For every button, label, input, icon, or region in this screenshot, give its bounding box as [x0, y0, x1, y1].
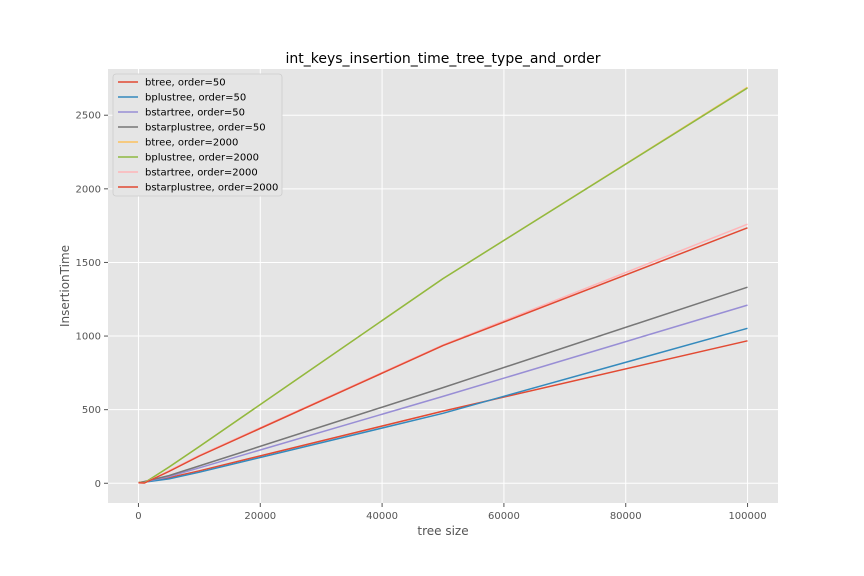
y-tick-label: 0 — [95, 479, 101, 490]
x-tick-label: 20000 — [244, 511, 276, 522]
legend-entry: bstarplustree, order=2000 — [145, 183, 278, 194]
x-axis-label: tree size — [417, 524, 468, 538]
series-lines — [138, 86, 748, 484]
legend-entry: bstarplustree, order=50 — [145, 123, 266, 134]
legend-entry: bplustree, order=2000 — [145, 153, 259, 164]
legend-entry: bstartree, order=50 — [145, 108, 245, 119]
y-axis-label: InsertionTime — [58, 245, 72, 327]
legend-box — [112, 73, 283, 197]
legend-entry: bstartree, order=2000 — [145, 168, 258, 179]
chart-title: int_keys_insertion_time_tree_type_and_or… — [285, 51, 600, 67]
y-tick-label: 500 — [82, 405, 101, 416]
y-tick-label: 2000 — [76, 184, 101, 195]
grid-lines — [108, 69, 778, 503]
x-tick-label: 40000 — [366, 511, 398, 522]
x-tick-label: 100000 — [728, 511, 766, 522]
tick-labels: 0 20000 40000 60000 80000 100000 0 500 1000 1500 2… — [76, 111, 767, 522]
series-line-4 — [138, 286, 748, 484]
series-line-8 — [138, 227, 748, 484]
legend: btree, order=50 bplustree, order=50 bstart… — [112, 73, 283, 197]
x-tick-label: 0 — [135, 511, 141, 522]
legend-entry: btree, order=2000 — [145, 138, 238, 149]
x-tick-label: 60000 — [488, 511, 520, 522]
y-tick-label: 1500 — [76, 258, 101, 269]
legend-entry: btree, order=50 — [145, 78, 226, 89]
y-tick-label: 1000 — [76, 332, 101, 343]
y-tick-label: 2500 — [76, 111, 101, 122]
x-tick-label: 80000 — [610, 511, 642, 522]
legend-entry: bplustree, order=50 — [145, 93, 246, 104]
